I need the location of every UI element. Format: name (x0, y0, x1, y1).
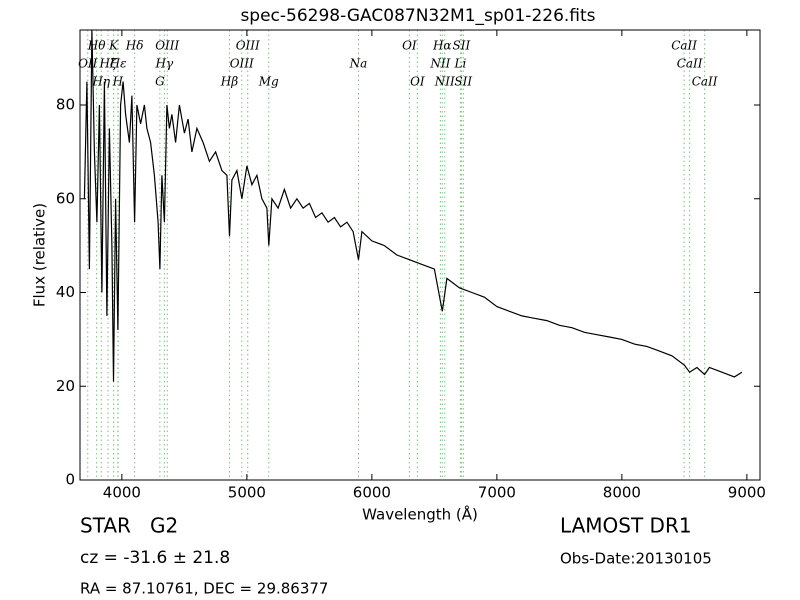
x-tick-label: 6000 (353, 484, 391, 502)
coordinates: RA = 87.10761, DEC = 29.86377 (80, 580, 328, 598)
y-tick-label: 60 (56, 189, 75, 207)
x-tick-label: 4000 (103, 484, 141, 502)
spectral-line-label: Hγ (155, 57, 174, 71)
y-tick-label: 20 (56, 377, 75, 395)
spectral-line-label: Hη (91, 75, 110, 89)
obs-date: Obs-Date:20130105 (560, 550, 712, 568)
x-tick-label: 7000 (478, 484, 516, 502)
spectral-line-label: Hθ (87, 39, 106, 53)
survey: LAMOST DR1 (560, 514, 692, 538)
spectral-line-label: G (155, 75, 165, 89)
x-tick-label: 9000 (728, 484, 766, 502)
spectral-line-label: Hζ (99, 57, 118, 71)
spectral-line-label: Hδ (125, 39, 144, 53)
x-axis-label: Wavelength (Å) (362, 505, 478, 524)
plot-frame (79, 29, 761, 481)
spectral-line-label: OII (78, 57, 98, 71)
y-axis-label: Flux (relative) (31, 203, 49, 307)
spectral-line-label: H (112, 75, 124, 89)
spectral-line-label: NII (434, 75, 455, 89)
y-tick-label: 80 (56, 96, 75, 114)
spectral-line-label: CaII (671, 39, 697, 53)
spectral-line-label: Hβ (220, 75, 238, 89)
spectral-line-label: OIII (155, 39, 179, 53)
spectral-line-label: OIII (236, 39, 260, 53)
spectral-line-label: SII (453, 39, 471, 53)
spectral-line-label: Hα (432, 39, 452, 53)
y-tick-label: 0 (65, 471, 75, 489)
x-tick-label: 8000 (603, 484, 641, 502)
spectral-line-label: SII (454, 75, 472, 89)
spectral-line-label: CaII (692, 75, 718, 89)
object-class: STAR G2 (80, 514, 178, 538)
spectral-line-label: Hε (109, 57, 127, 71)
spectral-line-label: Mg (258, 75, 279, 89)
spectral-line-label: Na (349, 57, 368, 71)
spectral-line-label: NII (429, 57, 450, 71)
chart-title: spec-56298-GAC087N32M1_sp01-226.fits (240, 6, 595, 26)
spectral-line-label: Li (453, 57, 466, 71)
spectral-line-label: OIII (230, 57, 254, 71)
spectral-line-label: K (108, 39, 119, 53)
y-tick-label: 40 (56, 283, 75, 301)
x-tick-label: 5000 (228, 484, 266, 502)
spectral-line-label: CaII (677, 57, 703, 71)
redshift: cz = -31.6 ± 21.8 (80, 548, 230, 568)
spectral-line-label: OI (410, 75, 425, 89)
spectral-line-label: OI (402, 39, 417, 53)
spectrum (83, 30, 743, 382)
